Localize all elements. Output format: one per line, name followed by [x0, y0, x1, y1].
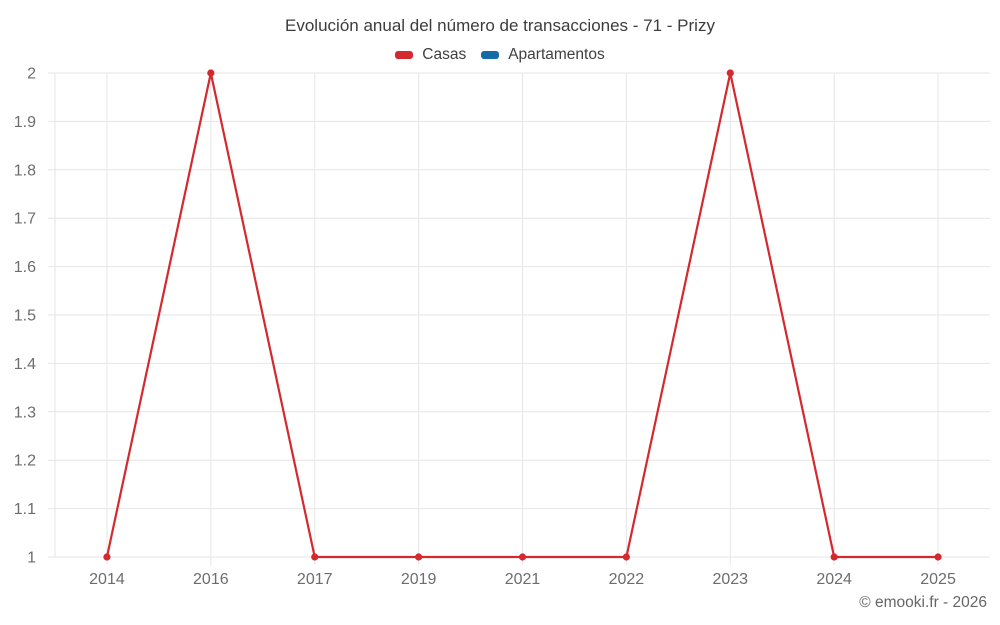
y-axis-label: 1.5 [14, 308, 36, 325]
legend-label: Casas [422, 46, 467, 63]
data-point-casas[interactable] [830, 553, 838, 561]
data-point-casas[interactable] [415, 553, 423, 561]
copyright-note: © emooki.fr - 2026 [859, 594, 987, 611]
data-point-casas[interactable] [207, 69, 215, 77]
y-axis-label: 1.6 [14, 259, 36, 276]
data-point-casas[interactable] [622, 553, 630, 561]
y-axis-label: 1 [27, 550, 36, 567]
x-axis-label: 2024 [816, 571, 852, 588]
y-axis-label: 1.2 [14, 453, 36, 470]
legend-item-casas[interactable]: Casas [395, 46, 466, 64]
legend-swatch-icon [481, 51, 500, 59]
x-axis-label: 2025 [920, 571, 956, 588]
x-axis-label: 2019 [401, 571, 437, 588]
data-point-casas[interactable] [934, 553, 942, 561]
legend-swatch-icon [395, 51, 414, 59]
y-axis-label: 1.1 [14, 501, 36, 518]
chart-title: Evolución anual del número de transaccio… [285, 16, 715, 35]
x-axis-label: 2017 [297, 571, 333, 588]
x-axis-label: 2021 [505, 571, 541, 588]
x-axis-label: 2022 [609, 571, 645, 588]
x-axis-label: 2023 [712, 571, 748, 588]
y-axis-label: 1.3 [14, 404, 36, 421]
y-axis-label: 1.7 [14, 211, 36, 228]
y-axis-label: 1.8 [14, 162, 36, 179]
data-point-casas[interactable] [103, 553, 111, 561]
legend-item-apartamentos[interactable]: Apartamentos [481, 46, 605, 64]
data-point-casas[interactable] [518, 553, 527, 561]
data-point-casas[interactable] [726, 69, 734, 77]
data-point-casas[interactable] [311, 553, 319, 561]
y-axis-label: 2 [27, 66, 36, 83]
x-axis-label: 2016 [193, 571, 229, 588]
y-axis-label: 1.4 [14, 356, 36, 373]
x-axis-label: 2014 [89, 571, 125, 588]
legend: Casas Apartamentos [0, 46, 1000, 64]
legend-label: Apartamentos [508, 46, 605, 63]
y-axis-label: 1.9 [14, 114, 36, 131]
